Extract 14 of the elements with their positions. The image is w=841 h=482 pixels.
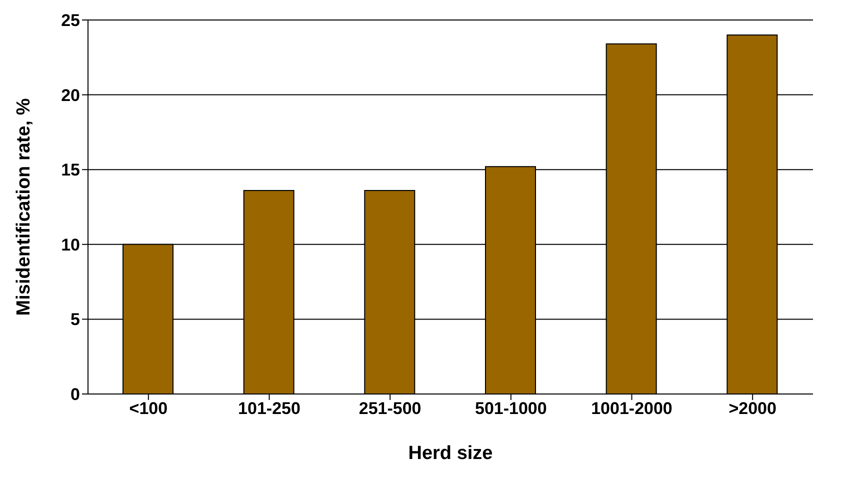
y-tick-label: 0 — [70, 385, 80, 404]
x-axis-title: Herd size — [408, 443, 493, 464]
x-tick-label: 251-500 — [358, 399, 422, 418]
x-tick-label: <100 — [129, 399, 168, 418]
x-tick-label: 1001-2000 — [591, 399, 672, 418]
y-tick-label: 10 — [61, 235, 80, 254]
y-tick-label: 15 — [61, 160, 80, 180]
x-tick-label: >2000 — [728, 399, 776, 418]
y-tick-label: 20 — [61, 86, 80, 105]
x-tick-label: 101-250 — [238, 399, 300, 418]
y-axis-title: Misidentification rate, % — [14, 98, 35, 316]
y-tick-label: 5 — [70, 310, 80, 330]
x-tick-label: 501-1000 — [474, 399, 547, 418]
y-tick-label: 25 — [61, 11, 80, 30]
